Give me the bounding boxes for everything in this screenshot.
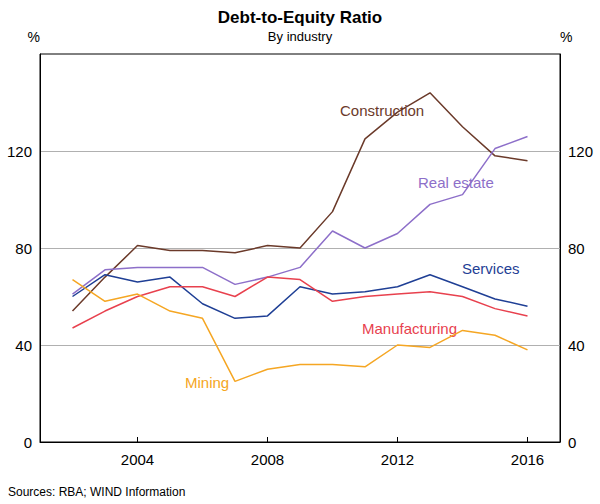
svg-text:0: 0 (24, 434, 32, 451)
svg-text:2008: 2008 (251, 451, 284, 468)
svg-text:Sources: RBA; WIND Information: Sources: RBA; WIND Information (8, 485, 185, 499)
svg-text:0: 0 (568, 434, 576, 451)
svg-text:120: 120 (7, 143, 32, 160)
svg-text:Debt-to-Equity Ratio: Debt-to-Equity Ratio (218, 8, 382, 27)
svg-text:40: 40 (568, 337, 585, 354)
svg-text:120: 120 (568, 143, 593, 160)
svg-text:%: % (560, 29, 572, 45)
svg-text:%: % (28, 29, 40, 45)
svg-text:40: 40 (15, 337, 32, 354)
svg-text:Mining: Mining (185, 374, 229, 391)
svg-text:By industry: By industry (268, 29, 333, 44)
svg-text:Real estate: Real estate (418, 174, 494, 191)
svg-text:2012: 2012 (381, 451, 414, 468)
svg-text:80: 80 (568, 240, 585, 257)
svg-text:Construction: Construction (340, 102, 425, 119)
svg-text:2004: 2004 (121, 451, 154, 468)
svg-text:Manufacturing: Manufacturing (362, 320, 457, 337)
svg-text:Services: Services (462, 260, 520, 277)
svg-text:2016: 2016 (511, 451, 544, 468)
svg-text:80: 80 (15, 240, 32, 257)
